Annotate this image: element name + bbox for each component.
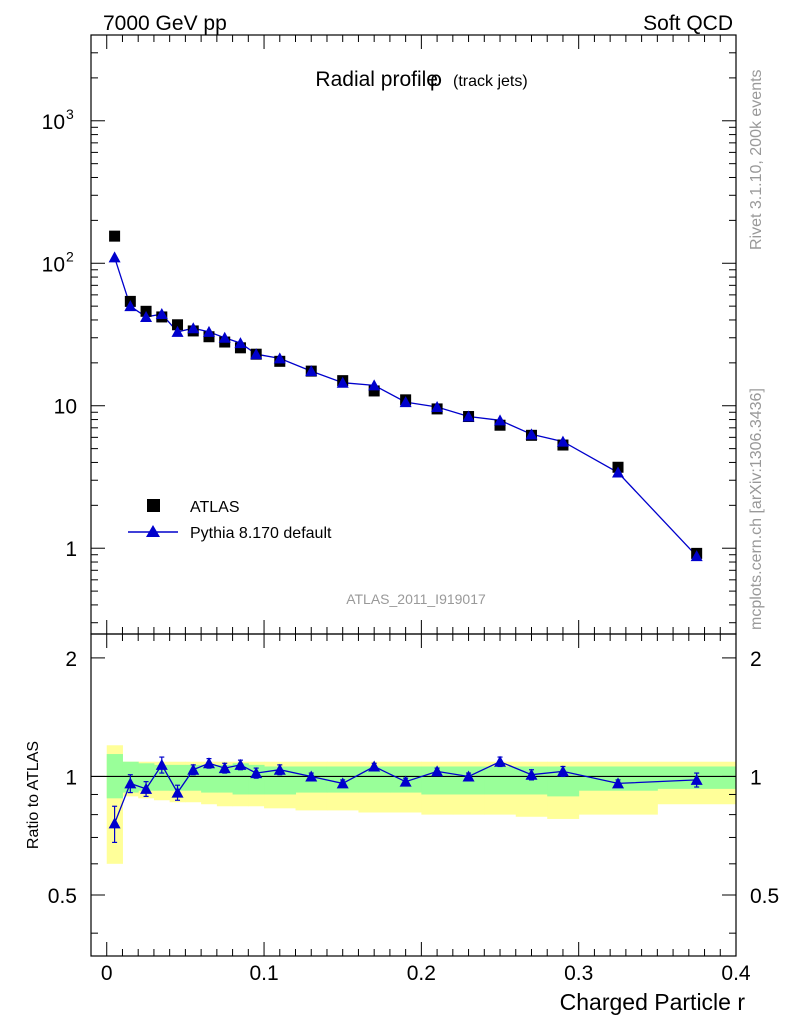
ratio-data-point: [556, 765, 569, 777]
rivet-version-label: Rivet 3.1.10, 200k events: [748, 69, 765, 250]
main-y-tick-label: 10: [54, 396, 77, 419]
ratio-data-point: [187, 763, 200, 775]
ratio-plot-frame: [90, 633, 737, 957]
atlas-data-point: [172, 319, 184, 331]
green-uncertainty-band: [484, 766, 517, 795]
legend-pythia-marker: [146, 525, 160, 537]
pythia-data-point: [202, 325, 215, 337]
ratio-line: [113, 760, 697, 824]
legend-atlas-label: ATLAS: [190, 499, 240, 516]
ratio-data-point: [305, 770, 318, 782]
legend-atlas-marker: [147, 499, 160, 512]
atlas-data-point: [109, 230, 121, 242]
green-uncertainty-band: [169, 764, 186, 791]
x-axis-label: Charged Particle r: [560, 989, 746, 1015]
pythia-data-point: [612, 466, 625, 478]
ratio-data-point: [494, 755, 507, 767]
ratio-data-point: [336, 777, 349, 789]
pythia-data-point: [525, 428, 538, 440]
main-y-tick-label: 10: [42, 253, 65, 276]
x-tick-label: 0.2: [407, 962, 436, 985]
ratio-data-point: [690, 773, 703, 785]
ratio-y-tick-label: 1: [65, 766, 77, 789]
pythia-data-point: [250, 348, 263, 360]
chart-title: Radial profile: [315, 68, 438, 91]
x-tick-label: 0: [101, 962, 113, 985]
pythia-data-point: [494, 414, 507, 426]
ratio-data-point: [140, 782, 153, 794]
legend: ATLAS Pythia 8.170 default: [128, 499, 332, 542]
legend-pythia-label: Pythia 8.170 default: [190, 525, 332, 542]
main-plot-frame: [90, 34, 737, 635]
ratio-data-point: [171, 786, 184, 798]
green-uncertainty-band: [232, 763, 249, 795]
ratio-y-tick-label-right: 1: [750, 766, 762, 789]
ratio-data-point: [431, 765, 444, 777]
ratio-data-point: [250, 767, 263, 779]
ratio-y-tick-label-right: 2: [750, 648, 762, 671]
pythia-data-point: [155, 308, 168, 320]
pythia-data-point: [462, 410, 475, 422]
pythia-data-point: [690, 550, 703, 562]
header-category-label: Soft QCD: [643, 12, 733, 35]
ratio-data-point: [234, 758, 247, 770]
ratio-data-point: [202, 757, 215, 769]
header-collision-label: 7000 GeV pp: [103, 12, 227, 35]
x-tick-label: 0.4: [721, 962, 751, 985]
pythia-data-point: [431, 400, 444, 412]
ratio-plot-panel: 0.5 0.5 1 1 2 2 0 0.1 0.2 0.3 0.4 Ratio to ATLAS C…: [25, 633, 779, 1015]
pythia-data-point: [368, 379, 381, 391]
ratio-data-point: [155, 758, 168, 770]
main-y-tick-exponent: 2: [66, 248, 74, 264]
chart-title-suffix: (track jets): [453, 73, 528, 90]
ratio-data-point: [462, 770, 475, 782]
ratio-data-point: [525, 768, 538, 780]
pythia-data-point: [187, 322, 200, 334]
x-tick-label: 0.1: [249, 962, 278, 985]
ratio-y-axis-label: Ratio to ATLAS: [25, 741, 42, 849]
ratio-y-tick-label: 2: [65, 648, 77, 671]
ratio-data-point: [108, 817, 121, 829]
ratio-data-point: [368, 760, 381, 772]
ratio-data-point: [273, 763, 286, 775]
pythia-data-point: [399, 396, 412, 408]
ratio-data-point: [124, 777, 137, 789]
pythia-data-point: [336, 376, 349, 388]
pythia-data-point: [124, 300, 137, 312]
pythia-data-point: [218, 331, 231, 343]
ratio-data-point: [399, 775, 412, 787]
pythia-data-point: [234, 337, 247, 349]
main-y-tick-label: 1: [65, 538, 77, 561]
ratio-data-point: [218, 762, 231, 774]
green-uncertainty-band: [201, 764, 218, 793]
pythia-line: [113, 257, 698, 557]
source-label: mcplots.cern.ch [arXiv:1306.3436]: [748, 388, 765, 630]
pythia-data-point: [171, 325, 184, 337]
chart-title-symbol: ρ: [430, 68, 442, 91]
main-y-tick-label: 10: [42, 111, 65, 134]
main-y-tick-exponent: 3: [66, 106, 74, 122]
ratio-data-point: [612, 777, 625, 789]
x-tick-label: 0.3: [564, 962, 593, 985]
ratio-y-tick-label: 0.5: [48, 885, 77, 908]
pythia-data-point: [556, 435, 569, 447]
ratio-y-tick-label-right: 0.5: [750, 885, 779, 908]
pythia-data-point: [305, 365, 318, 377]
pythia-data-point: [140, 310, 153, 322]
atlas-data-point: [368, 385, 380, 397]
pythia-data-point: [108, 251, 121, 263]
pythia-data-point: [273, 352, 286, 364]
analysis-watermark: ATLAS_2011_I919017: [346, 591, 486, 607]
